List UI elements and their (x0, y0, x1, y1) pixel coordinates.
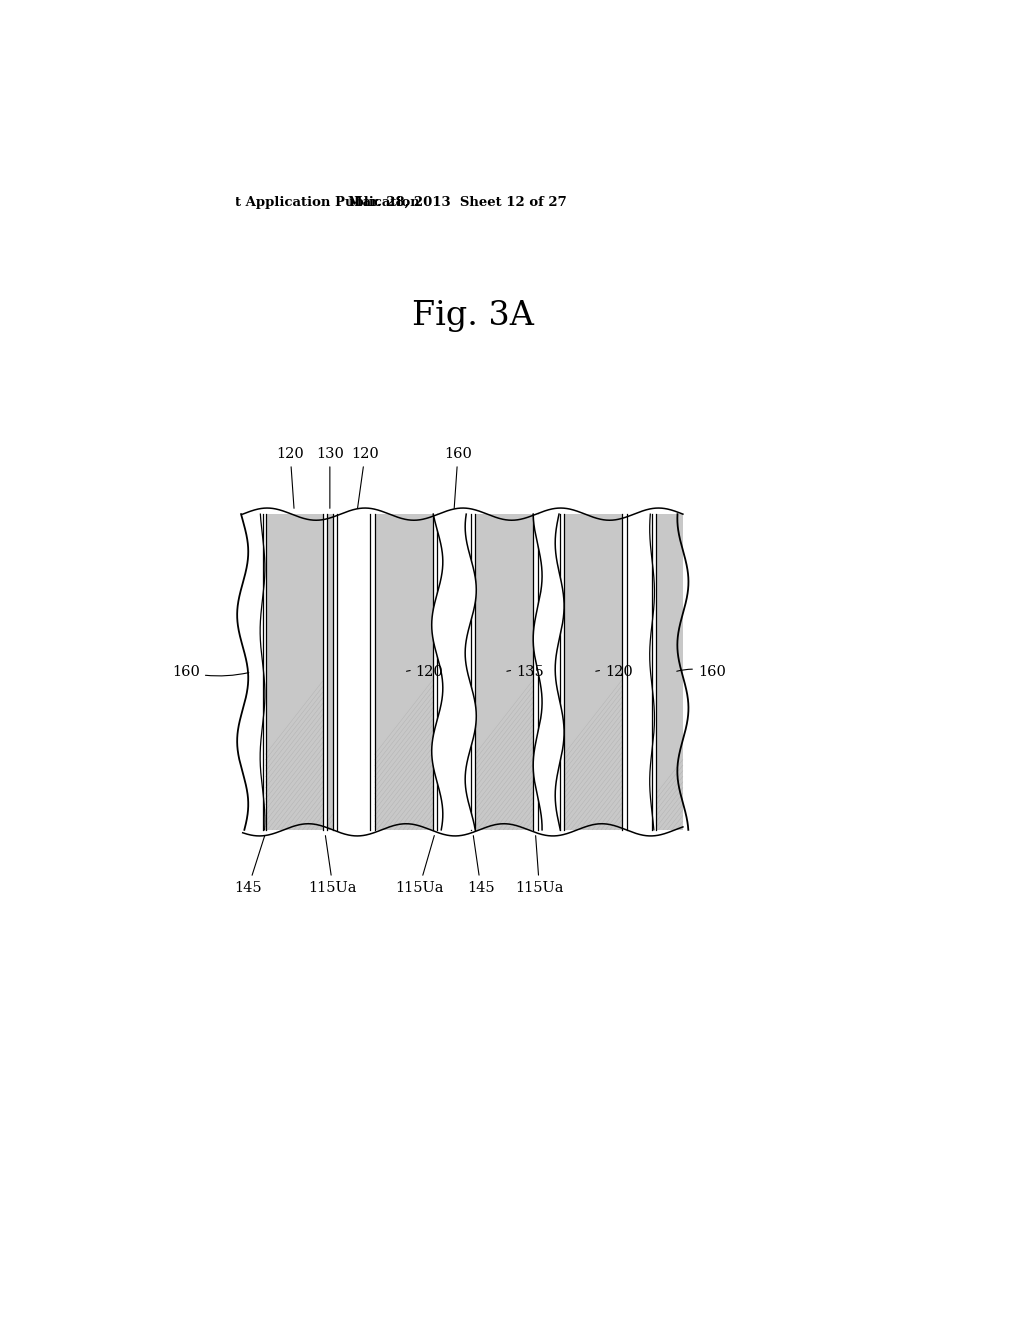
Bar (265, 515, 323, 830)
Text: 120: 120 (596, 665, 633, 678)
Bar (375, 515, 433, 830)
Text: 145: 145 (234, 836, 265, 895)
Bar (564, 515, 623, 830)
Text: 120: 120 (276, 447, 304, 508)
Bar (656, 515, 683, 830)
Bar (128, 158, 236, 1175)
Text: 120: 120 (407, 665, 443, 678)
Text: 160: 160 (172, 665, 249, 678)
Text: 160: 160 (444, 447, 472, 508)
Text: 145: 145 (467, 836, 495, 895)
Text: Mar. 28, 2013  Sheet 12 of 27: Mar. 28, 2013 Sheet 12 of 27 (348, 195, 566, 209)
Bar (243, 515, 683, 830)
Polygon shape (432, 515, 476, 830)
Polygon shape (534, 515, 564, 830)
Text: Patent Application Publication: Patent Application Publication (194, 195, 420, 209)
Text: 120: 120 (351, 447, 379, 508)
Text: 115Ua: 115Ua (308, 836, 357, 895)
Text: US 2013/0075807 A1: US 2013/0075807 A1 (733, 195, 888, 209)
Text: 135: 135 (507, 665, 544, 678)
Text: 130: 130 (316, 447, 344, 508)
Text: 115Ua: 115Ua (395, 836, 443, 895)
Bar (328, 515, 333, 830)
Bar (475, 515, 534, 830)
Text: 160: 160 (677, 665, 726, 678)
Text: Fig. 3A: Fig. 3A (413, 300, 535, 331)
Text: 115Ua: 115Ua (515, 836, 563, 895)
